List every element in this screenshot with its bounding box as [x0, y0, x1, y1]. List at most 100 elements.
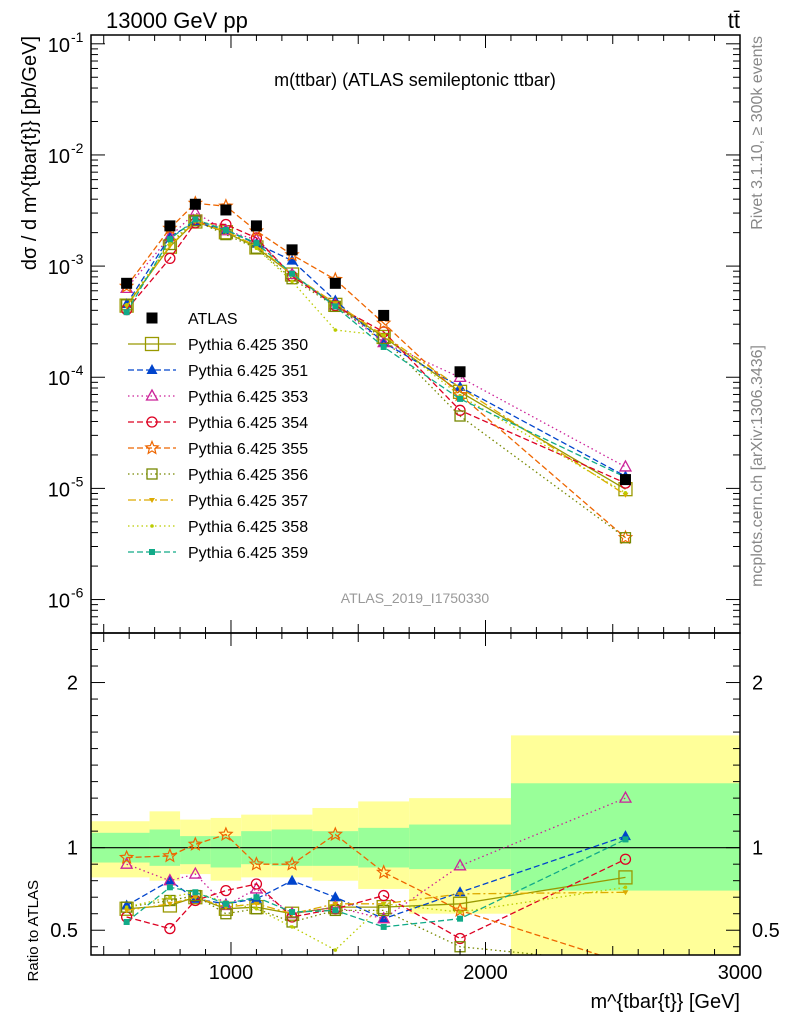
marker: [123, 908, 130, 914]
marker: [454, 366, 466, 378]
legend-entry: Pythia 6.425 355: [128, 439, 308, 458]
marker: [164, 874, 176, 885]
legend-entry: Pythia 6.425 350: [128, 336, 308, 354]
marker: [329, 277, 341, 289]
marker: [250, 220, 262, 232]
ratio-tick-label-left: 0.5: [50, 920, 78, 942]
marker: [622, 836, 629, 843]
analysis-watermark: ATLAS_2019_I1750330: [341, 590, 490, 606]
legend-label: Pythia 6.425 355: [188, 441, 308, 458]
marker: [222, 227, 229, 234]
marker: [120, 856, 134, 869]
marker: [149, 549, 155, 555]
marker: [123, 309, 130, 316]
band-inner: [409, 824, 511, 870]
marker: [619, 957, 631, 969]
y-tick-label: 10 -2: [48, 140, 84, 168]
marker: [189, 198, 201, 210]
marker: [619, 474, 631, 486]
marker: [164, 252, 176, 265]
ratio-pythia-6425-354: [120, 853, 632, 945]
marker: [124, 905, 129, 909]
mcplots-source-label: mcplots.cern.ch [arXiv:1306.3436]: [749, 345, 766, 587]
marker: [457, 395, 464, 402]
marker: [622, 890, 629, 896]
marker: [618, 459, 633, 472]
marker: [146, 416, 158, 428]
series-line: [126, 220, 626, 496]
legend-entry: Pythia 6.425 356: [128, 467, 308, 484]
marker: [253, 901, 260, 907]
ratio-tick-label-right: 1: [752, 838, 763, 860]
axis-ticks: [91, 35, 741, 955]
marker: [619, 853, 632, 865]
y-tick-label: 10 -4: [48, 362, 84, 390]
marker: [329, 891, 341, 902]
marker: [250, 878, 263, 890]
marker: [168, 241, 172, 245]
marker: [327, 826, 343, 841]
marker: [164, 922, 176, 935]
y-tick-label: 10 -5: [48, 473, 84, 501]
legend-entry: Pythia 6.425 357: [128, 493, 308, 510]
marker: [457, 385, 464, 391]
marker: [192, 895, 199, 901]
marker: [289, 270, 296, 277]
marker: [218, 826, 234, 841]
svg-text:-3: -3: [71, 251, 84, 267]
marker: [619, 532, 632, 544]
legend-entry: Pythia 6.425 354: [128, 415, 308, 432]
marker: [144, 439, 160, 455]
marker: [377, 911, 391, 924]
marker: [284, 856, 300, 871]
ratio-plot-frame: [90, 632, 741, 956]
ratio-tick-label-right: 2: [752, 673, 763, 695]
series-line: [126, 218, 626, 478]
legend-label: Pythia 6.425 350: [188, 337, 308, 354]
marker: [146, 312, 158, 324]
marker: [454, 404, 466, 416]
marker: [375, 864, 392, 879]
marker: [618, 870, 633, 885]
x-tick-label: 2000: [463, 962, 508, 984]
ratio-plot-series: [118, 790, 633, 969]
marker: [118, 849, 135, 865]
x-tick-label: 1000: [209, 962, 254, 984]
marker: [286, 874, 298, 885]
band-inner: [312, 831, 359, 866]
ratio-line: [126, 797, 626, 920]
series-line: [126, 222, 626, 484]
marker: [168, 895, 172, 900]
marker: [123, 918, 130, 925]
marker: [453, 858, 467, 871]
plot-title: m(ttbar) (ATLAS semileptonic ttbar): [274, 70, 556, 90]
ratio-tick-label-left: 1: [67, 838, 78, 860]
marker: [622, 492, 629, 498]
atlas-data-points: [121, 198, 631, 486]
marker: [378, 912, 390, 923]
marker: [164, 220, 176, 232]
legend-entry: Pythia 6.425 351: [128, 363, 308, 380]
marker: [290, 279, 294, 284]
svg-text:10: 10: [48, 479, 70, 501]
legend-entry: Pythia 6.425 353: [128, 388, 308, 406]
marker: [290, 925, 294, 929]
legend-entry: Pythia 6.425 359: [128, 545, 308, 562]
legend-entry: Pythia 6.425 358: [128, 519, 308, 536]
marker: [378, 309, 390, 321]
marker: [618, 790, 633, 803]
marker: [254, 906, 259, 911]
marker: [253, 240, 260, 247]
y-tick-label: 10 -1: [48, 29, 84, 57]
svg-text:-1: -1: [71, 29, 84, 45]
marker: [220, 884, 232, 897]
y-tick-label: 10 -6: [48, 585, 84, 613]
ratio-line: [126, 838, 626, 928]
marker: [121, 899, 133, 910]
legend-label: Pythia 6.425 356: [188, 467, 308, 484]
marker: [380, 923, 387, 930]
legend-label: Pythia 6.425 358: [188, 519, 308, 536]
marker: [254, 246, 259, 250]
